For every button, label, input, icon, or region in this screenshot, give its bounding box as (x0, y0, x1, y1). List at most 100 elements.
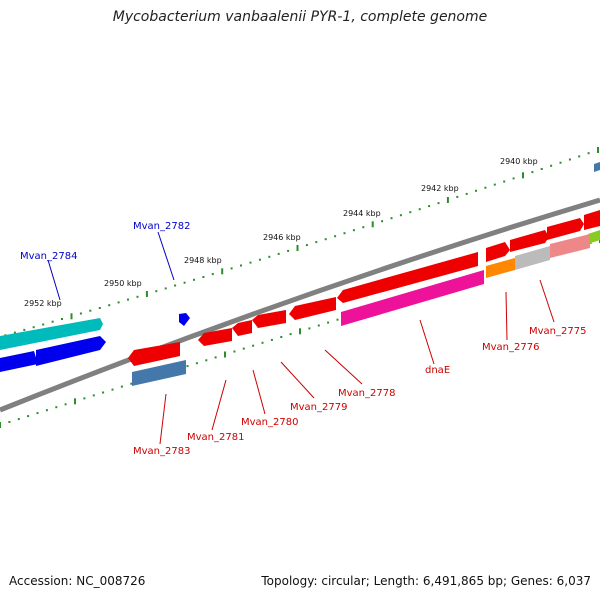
minor-tick (23, 328, 26, 331)
leader-mvan-2784 (47, 259, 61, 301)
gene-red-right-2[interactable] (510, 230, 549, 252)
minor-tick (305, 244, 308, 247)
gene-mvan-2779[interactable] (289, 297, 336, 320)
genome-backbone (0, 197, 600, 413)
minor-tick (334, 235, 337, 238)
gene-red-right-3[interactable] (547, 218, 584, 240)
minor-tick (240, 264, 242, 267)
major-tick (145, 291, 148, 297)
minor-tick (550, 164, 553, 167)
label-mvan-2780: Mvan_2780 (241, 417, 298, 428)
minor-tick (258, 258, 261, 261)
minor-tick (343, 232, 346, 235)
minor-tick (136, 295, 139, 298)
gene-mvan-2783-steel[interactable] (132, 360, 186, 386)
minor-tick (249, 261, 252, 264)
gene-mvan-2775-gray[interactable] (515, 246, 550, 270)
minor-tick (428, 205, 431, 208)
minor-tick (409, 211, 412, 214)
major-tick (224, 351, 226, 358)
label-mvan-2775: Mvan_2775 (529, 326, 586, 337)
minor-tick (186, 365, 189, 368)
major-tick (597, 147, 599, 153)
major-tick (70, 313, 73, 320)
minor-tick (108, 304, 111, 307)
minor-tick (98, 307, 101, 309)
minor-tick (270, 338, 273, 341)
outer-tick-row (4, 147, 599, 337)
minor-tick (120, 385, 123, 388)
gene-lime-edge[interactable] (588, 230, 600, 244)
minor-tick (362, 226, 365, 229)
minor-tick (261, 341, 264, 344)
topology-summary: Topology: circular; Length: 6,491,865 bp… (261, 574, 591, 588)
minor-tick (55, 406, 58, 409)
minor-tick (289, 333, 292, 336)
scale-label-2940: 2940 kbp (500, 157, 538, 166)
leader-mvan-2782 (157, 231, 175, 281)
minor-tick (399, 214, 402, 217)
minor-tick (211, 273, 214, 276)
minor-tick (83, 397, 86, 400)
minor-tick (117, 301, 120, 304)
minor-tick (287, 249, 290, 252)
label-mvan-2781: Mvan_2781 (187, 432, 244, 443)
minor-tick (102, 391, 105, 394)
minor-tick (45, 409, 48, 412)
leader-dnae (419, 319, 435, 365)
minor-tick (252, 344, 255, 347)
gene-blue-2[interactable] (0, 351, 38, 372)
minor-tick (484, 186, 487, 189)
label-mvan-2778: Mvan_2778 (338, 388, 395, 399)
gene-steel-edge[interactable] (594, 162, 600, 172)
minor-tick (327, 321, 330, 324)
minor-tick (230, 267, 233, 270)
minor-tick (578, 155, 581, 158)
minor-tick (233, 350, 236, 353)
gene-mvan-2783[interactable] (128, 342, 180, 366)
gene-mvan-2778[interactable] (337, 252, 478, 303)
minor-tick (465, 192, 468, 195)
minor-tick (130, 382, 133, 385)
gene-mvan-2780-a[interactable] (232, 320, 252, 336)
major-tick (296, 245, 299, 251)
gene-red-right-1[interactable] (486, 242, 510, 262)
minor-tick (17, 418, 20, 421)
major-tick (299, 328, 301, 335)
gene-dnae[interactable] (341, 270, 484, 326)
minor-tick (89, 309, 92, 312)
minor-tick (540, 168, 543, 170)
scale-label-2952: 2952 kbp (24, 299, 62, 308)
minor-tick (193, 278, 195, 281)
gene-blue-small[interactable] (179, 313, 190, 326)
minor-tick (164, 287, 167, 290)
major-tick (371, 221, 374, 228)
minor-tick (390, 217, 393, 220)
label-mvan-2784: Mvan_2784 (20, 251, 77, 262)
gene-mvan-2781[interactable] (198, 328, 232, 346)
leader-mvan-2778 (324, 349, 363, 385)
label-mvan-2776: Mvan_2776 (482, 342, 539, 353)
minor-tick (277, 252, 280, 255)
leader-mvan-2776 (505, 291, 508, 341)
gene-cyan[interactable] (0, 318, 103, 350)
accession-text: Accession: NC_008726 (9, 574, 146, 588)
major-tick (0, 422, 1, 428)
minor-tick (336, 318, 339, 321)
gene-mvan-2776[interactable] (486, 258, 515, 278)
minor-tick (268, 255, 271, 258)
minor-tick (214, 356, 217, 359)
gene-mvan-2780-b[interactable] (252, 310, 286, 328)
minor-tick (503, 180, 506, 183)
minor-tick (308, 327, 311, 330)
minor-tick (155, 290, 158, 293)
gene-red-right-4[interactable] (584, 210, 600, 230)
minor-tick (174, 284, 177, 287)
minor-tick (64, 403, 67, 406)
minor-tick (456, 195, 459, 198)
minor-tick (36, 412, 39, 415)
minor-tick (512, 177, 515, 180)
gene-blue-1[interactable] (36, 336, 106, 366)
gene-mvan-2775-pink[interactable] (550, 234, 590, 258)
